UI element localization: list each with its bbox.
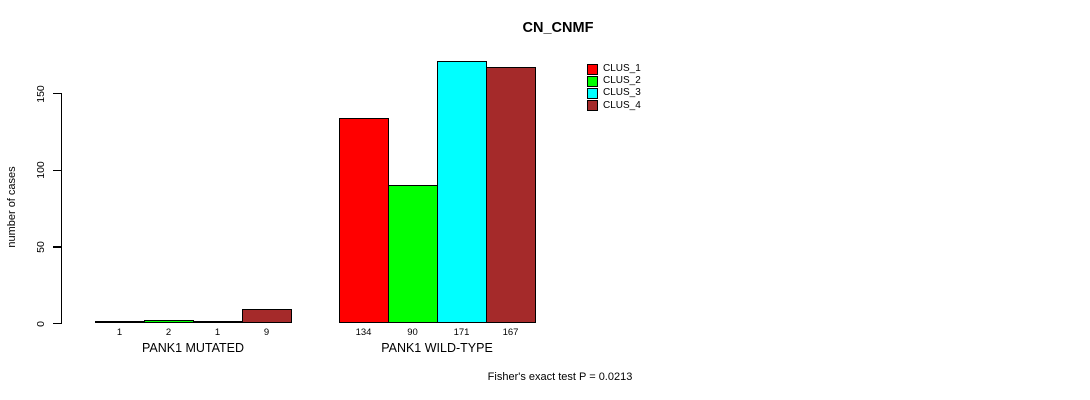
bar-value-label: 167 <box>502 327 519 338</box>
y-axis-tick-label: 100 <box>35 161 47 179</box>
legend: CLUS_1 CLUS_2 CLUS_3 CLUS_4 <box>587 63 641 112</box>
legend-item: CLUS_3 <box>587 87 641 99</box>
bar-value-label: 171 <box>453 327 470 338</box>
bar <box>242 309 292 323</box>
y-axis-tick-label: 0 <box>35 320 47 327</box>
y-axis-tick <box>53 323 61 325</box>
bar <box>388 185 438 323</box>
bar <box>486 66 536 323</box>
legend-item: CLUS_1 <box>587 63 641 75</box>
bar-value-label: 90 <box>407 327 418 338</box>
bar <box>339 117 389 323</box>
annotation-text: Fisher's exact test P = 0.0213 <box>487 371 633 383</box>
bar <box>193 321 243 324</box>
legend-swatch <box>587 75 598 87</box>
chart-title: CN_CNMF <box>522 20 594 36</box>
group-label: PANK1 WILD-TYPE <box>381 341 493 355</box>
bar-value-label: 1 <box>116 327 123 338</box>
legend-item: CLUS_4 <box>587 100 641 112</box>
group-label: PANK1 MUTATED <box>141 341 245 355</box>
y-axis-tick-label: 150 <box>35 84 47 103</box>
legend-swatch <box>587 100 598 112</box>
legend-swatch <box>587 63 598 75</box>
bar-value-label: 1 <box>214 327 221 338</box>
y-axis-tick <box>53 169 61 172</box>
bar <box>144 319 194 323</box>
y-axis-tick-label: 50 <box>35 240 47 253</box>
legend-item-label: CLUS_2 <box>603 75 641 87</box>
bar-value-label: 134 <box>355 327 372 338</box>
legend-item-label: CLUS_3 <box>603 87 641 99</box>
y-axis-label: number of cases <box>6 166 18 248</box>
y-axis-line <box>61 93 63 324</box>
y-axis-tick <box>53 246 61 248</box>
y-axis-tick <box>53 93 61 95</box>
bar-value-label: 9 <box>263 327 270 338</box>
legend-item-label: CLUS_1 <box>603 63 641 75</box>
legend-item-label: CLUS_4 <box>603 99 641 111</box>
legend-swatch <box>587 87 598 99</box>
bar <box>95 321 145 324</box>
bar <box>437 60 487 323</box>
bar-value-label: 2 <box>165 327 172 338</box>
legend-item: CLUS_2 <box>587 75 641 87</box>
